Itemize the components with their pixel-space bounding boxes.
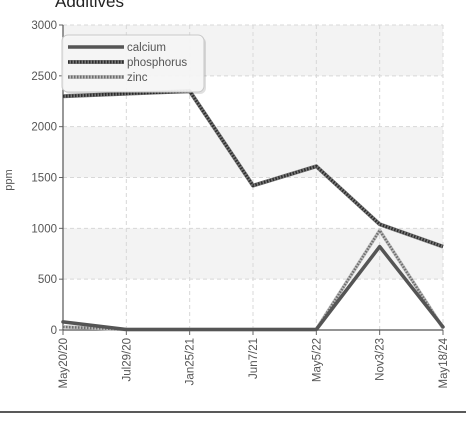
x-tick-label: May5/22 [311, 338, 323, 382]
x-tick-label: May18/24 [438, 337, 450, 388]
legend: calcium phosphorus zinc [62, 35, 206, 94]
x-tick-label: Jan25/21 [185, 338, 197, 385]
chart-title: Additives [55, 0, 124, 11]
y-axis-title: ppm [3, 169, 15, 190]
x-tick-label: May20/20 [58, 338, 70, 389]
y-tick-label: 1500 [31, 173, 57, 185]
y-tick-label: 3000 [31, 20, 57, 32]
y-tick-label: 1000 [31, 223, 57, 235]
x-tick-label: Jun7/21 [248, 338, 260, 379]
y-tick-label: 0 [51, 325, 57, 337]
legend-label-phosphorus: phosphorus [127, 57, 187, 69]
y-tick-label: 2000 [31, 122, 57, 134]
y-tick-label: 2500 [31, 71, 57, 83]
legend-label-zinc: zinc [127, 72, 148, 84]
x-tick-label: Jul29/20 [121, 338, 133, 381]
x-tick-label: Nov3/23 [375, 338, 387, 381]
legend-label-calcium: calcium [127, 42, 166, 54]
y-tick-label: 500 [38, 274, 57, 286]
